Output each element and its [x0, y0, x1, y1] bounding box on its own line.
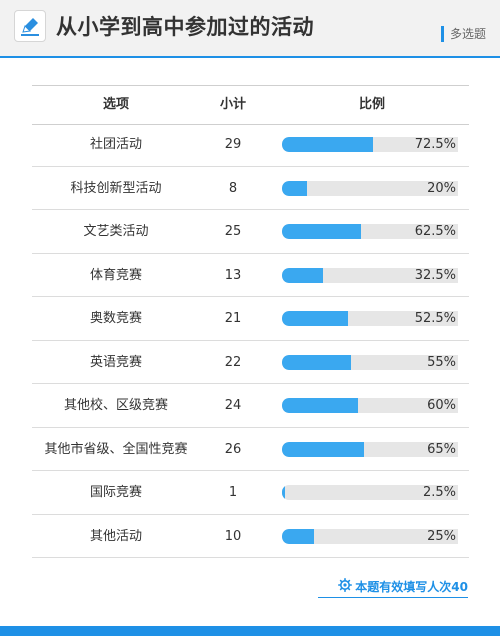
table-row: 体育竞赛 13 32.5%: [32, 254, 469, 297]
percent-label: 2.5%: [422, 485, 456, 500]
progress-bar-fill: [282, 180, 307, 196]
option-label: 文艺类活动: [83, 224, 149, 239]
percent-background: [408, 311, 458, 326]
ratio-cell: 55%: [282, 341, 462, 384]
count-value: 25: [224, 224, 242, 239]
count-value: 29: [224, 137, 242, 152]
progress-bar-fill: [282, 224, 361, 239]
response-count-text: 本题有效填写人次40: [355, 580, 468, 594]
table-row: 奥数竞赛 21 52.5%: [32, 297, 469, 341]
count-value: 26: [224, 441, 242, 457]
count-value: 13: [224, 267, 242, 283]
ratio-cell: 62.5%: [282, 210, 462, 253]
count-value: 8: [228, 180, 238, 196]
progress-track: [282, 398, 408, 413]
ratio-cell: 20%: [282, 167, 462, 210]
ratio-cell: 52.5%: [282, 297, 462, 340]
option-label: 其他市省级、全国性竞赛: [44, 441, 188, 457]
progress-track: [282, 180, 408, 196]
percent-label: 72.5%: [414, 137, 456, 152]
option-label: 其他校、区级竞赛: [63, 398, 168, 413]
percent-label: 62.5%: [414, 224, 456, 239]
percent-background: [408, 528, 458, 544]
option-label: 国际竞赛: [89, 485, 142, 500]
ratio-cell: 65%: [282, 428, 462, 471]
count-value: 10: [224, 528, 242, 544]
progress-track: [282, 354, 408, 370]
question-title: 从小学到高中参加过的活动: [56, 15, 314, 39]
percent-label: 55%: [427, 354, 456, 370]
percent-label: 52.5%: [414, 311, 456, 326]
progress-bar-fill: [282, 311, 348, 326]
table-row: 其他校、区级竞赛 24 60%: [32, 384, 469, 428]
count-value: 1: [228, 485, 238, 500]
response-count-note: 本题有效填写人次40: [338, 577, 468, 597]
percent-label: 65%: [427, 441, 456, 457]
percent-label: 60%: [427, 398, 456, 413]
progress-bar-fill: [282, 398, 358, 413]
percent-background: [408, 354, 458, 370]
progress-bar-fill: [282, 528, 314, 544]
question-type-badge: 多选题: [440, 26, 486, 42]
gear-icon: [338, 577, 353, 598]
percent-background: [408, 180, 458, 196]
table-row: 文艺类活动 25 62.5%: [32, 210, 469, 254]
progress-bar-fill: [282, 485, 285, 500]
progress-track: [282, 137, 408, 152]
percent-label: 20%: [427, 180, 456, 196]
header-accent-line: [0, 56, 500, 58]
table-row: 科技创新型活动 8 20%: [32, 167, 469, 210]
progress-track: [282, 441, 408, 457]
ratio-cell: 25%: [282, 515, 462, 558]
percent-label: 25%: [427, 528, 456, 544]
percent-label: 32.5%: [414, 267, 456, 283]
option-label: 其他活动: [89, 528, 142, 544]
table-row: 其他市省级、全国性竞赛 26 65%: [32, 428, 469, 471]
table-row: 英语竞赛 22 55%: [32, 341, 469, 384]
question-header: 从小学到高中参加过的活动 多选题: [0, 0, 500, 57]
table-row: 国际竞赛 1 2.5%: [32, 471, 469, 515]
option-label: 社团活动: [89, 137, 142, 152]
progress-track: [282, 224, 408, 239]
option-label: 科技创新型活动: [70, 180, 162, 196]
progress-bar-fill: [282, 354, 351, 370]
table-body: 社团活动 29 72.5% 科技创新型活动 8 20% 文艺类活动 25 62.5% 体育竞赛 13…: [32, 123, 469, 558]
footer-underline: [318, 597, 468, 598]
percent-background: [408, 137, 458, 152]
progress-bar-fill: [282, 441, 364, 457]
option-label: 英语竞赛: [89, 354, 142, 370]
table-header: 选项 小计 比例: [32, 85, 469, 125]
percent-background: [408, 441, 458, 457]
ratio-cell: 60%: [282, 384, 462, 427]
ratio-cell: 2.5%: [282, 471, 462, 514]
progress-track: [282, 528, 408, 544]
percent-background: [408, 398, 458, 413]
progress-bar-fill: [282, 137, 373, 152]
table-row: 社团活动 29 72.5%: [32, 123, 469, 167]
percent-background: [408, 485, 458, 500]
percent-background: [408, 267, 458, 283]
results-table: 选项 小计 比例 社团活动 29 72.5% 科技创新型活动 8 20% 文艺类活动 25 62…: [32, 85, 469, 559]
column-header-count: 小计: [219, 97, 246, 112]
ratio-cell: 72.5%: [282, 123, 462, 166]
pencil-edit-icon: [14, 10, 46, 42]
bottom-accent-bar: [0, 626, 500, 636]
column-header-ratio: 比例: [358, 97, 385, 112]
count-value: 21: [224, 311, 242, 326]
percent-background: [408, 224, 458, 239]
count-value: 22: [224, 354, 242, 370]
table-row: 其他活动 10 25%: [32, 515, 469, 558]
option-label: 奥数竞赛: [89, 311, 142, 326]
progress-bar-fill: [282, 267, 323, 283]
column-header-option: 选项: [102, 97, 129, 112]
ratio-cell: 32.5%: [282, 254, 462, 297]
progress-track: [282, 311, 408, 326]
option-label: 体育竞赛: [89, 267, 142, 283]
progress-track: [282, 485, 408, 500]
progress-track: [282, 267, 408, 283]
count-value: 24: [224, 398, 242, 413]
